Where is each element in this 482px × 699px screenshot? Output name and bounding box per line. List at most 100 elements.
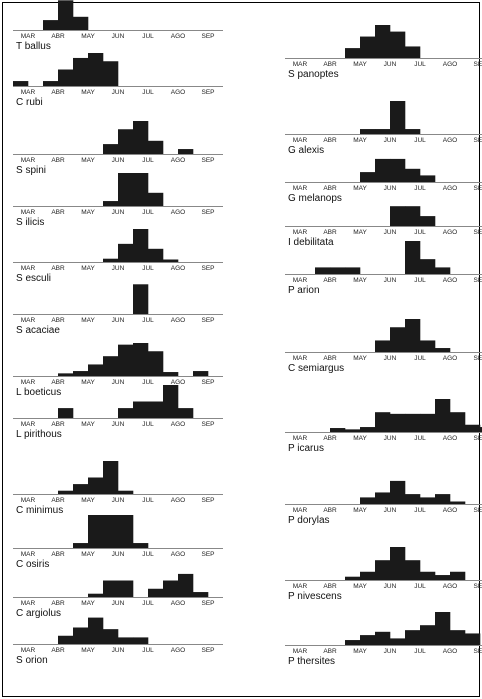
bar-p-dorylas-11: [450, 501, 466, 504]
species-label: S esculi: [16, 273, 51, 284]
bar-p-thersites-12: [465, 633, 481, 645]
bar-s-acaciae-8: [133, 284, 149, 314]
month-label-mar: MAR: [21, 317, 36, 324]
species-label: S acaciae: [16, 325, 60, 336]
month-label-ago: AGO: [171, 551, 185, 558]
bar-p-thersites-10: [435, 612, 451, 645]
month-label-may: MAY: [353, 435, 367, 442]
bar-l-pirithous-9: [148, 401, 164, 418]
bar-c-minimus-4: [73, 484, 89, 494]
month-label-mar: MAR: [293, 435, 308, 442]
bar-l-boeticus-4: [73, 371, 89, 376]
bar-c-rubi-2: [43, 81, 59, 86]
month-label-jun: JUN: [112, 551, 125, 558]
month-label-jul: JUL: [414, 355, 426, 362]
species-label: C rubi: [16, 97, 43, 108]
bar-p-arion-10: [435, 267, 451, 274]
species-label: P arion: [288, 285, 320, 296]
bar-c-minimus-3: [58, 490, 74, 494]
month-label-abr: ABR: [51, 379, 65, 386]
month-label-may: MAY: [353, 61, 367, 68]
month-label-jun: JUN: [384, 185, 397, 192]
month-label-may: MAY: [81, 317, 95, 324]
month-label-jul: JUL: [414, 185, 426, 192]
bar-s-spini-8: [133, 121, 149, 154]
month-label-abr: ABR: [323, 583, 337, 590]
month-label-mar: MAR: [293, 137, 308, 144]
bar-g-melanops-9: [420, 175, 436, 182]
month-label-abr: ABR: [51, 421, 65, 428]
month-label-abr: ABR: [51, 209, 65, 216]
month-label-abr: ABR: [51, 317, 65, 324]
month-label-sep: SEP: [473, 229, 482, 236]
month-label-ago: AGO: [443, 185, 457, 192]
month-label-mar: MAR: [21, 647, 36, 654]
bar-p-thersites-9: [420, 625, 436, 645]
month-label-sep: SEP: [473, 185, 482, 192]
panel-l-boeticus: MAR ABR MAY JUN JUL AGO SEP L boeticus: [13, 343, 223, 398]
month-label-jul: JUL: [142, 551, 154, 558]
bar-g-melanops-7: [390, 158, 406, 182]
bar-s-orion-8: [133, 637, 149, 644]
bar-l-boeticus-5: [88, 364, 104, 376]
month-label-mar: MAR: [21, 209, 36, 216]
month-label-jul: JUL: [142, 647, 154, 654]
month-label-jun: JUN: [112, 421, 125, 428]
month-label-jul: JUL: [414, 229, 426, 236]
bar-t-ballus-4: [73, 16, 89, 30]
month-label-jun: JUN: [112, 209, 125, 216]
bar-s-spini-6: [103, 144, 119, 154]
panel-c-semiargus: MAR ABR MAY JUN JUL AGO SEP C semiargus: [285, 319, 482, 374]
panel-p-nivescens: MAR ABR MAY JUN JUL AGO SEP P nivescens: [285, 547, 482, 602]
month-label-ago: AGO: [171, 317, 185, 324]
bar-p-thersites-5: [360, 635, 376, 645]
bar-s-ilicis-9: [148, 192, 164, 206]
bar-c-osiris-7: [118, 515, 134, 548]
bar-c-argiolus-12: [193, 592, 209, 597]
month-label-jul: JUL: [142, 379, 154, 386]
bar-c-minimus-5: [88, 477, 104, 494]
month-label-mar: MAR: [21, 551, 36, 558]
bar-p-dorylas-10: [435, 494, 451, 504]
month-label-may: MAY: [81, 379, 95, 386]
panel-p-dorylas: MAR ABR MAY JUN JUL AGO SEP P dorylas: [285, 480, 482, 526]
bar-p-thersites-6: [375, 631, 391, 645]
month-label-mar: MAR: [293, 355, 308, 362]
species-label: C osiris: [16, 559, 49, 570]
bar-c-osiris-5: [88, 515, 104, 548]
bar-s-esculi-7: [118, 243, 134, 262]
month-label-mar: MAR: [21, 33, 36, 40]
month-label-may: MAY: [81, 551, 95, 558]
month-label-abr: ABR: [51, 647, 65, 654]
bar-p-icarus-9: [420, 413, 436, 432]
month-label-sep: SEP: [201, 89, 214, 96]
bar-c-rubi-5: [88, 53, 104, 86]
bar-l-boeticus-12: [193, 371, 209, 376]
bar-s-orion-4: [73, 627, 89, 644]
bar-l-pirithous-3: [58, 408, 74, 418]
month-label-mar: MAR: [21, 157, 36, 164]
bar-l-boeticus-10: [163, 372, 179, 376]
bar-s-esculi-6: [103, 258, 119, 262]
bar-p-thersites-8: [405, 630, 421, 645]
month-label-abr: ABR: [51, 89, 65, 96]
bar-s-ilicis-7: [118, 173, 134, 206]
bar-p-thersites-7: [390, 638, 406, 645]
bar-p-icarus-8: [405, 413, 421, 432]
month-label-may: MAY: [81, 265, 95, 272]
month-label-ago: AGO: [171, 379, 185, 386]
bar-g-alexis-5: [360, 129, 376, 134]
bar-p-nivescens-11: [450, 571, 466, 580]
month-label-mar: MAR: [21, 421, 36, 428]
month-label-sep: SEP: [473, 355, 482, 362]
month-label-sep: SEP: [201, 157, 214, 164]
month-label-jul: JUL: [142, 497, 154, 504]
bar-g-alexis-8: [405, 129, 421, 134]
bar-i-debilitata-9: [420, 216, 436, 226]
month-label-sep: SEP: [473, 583, 482, 590]
panel-s-spini: MAR ABR MAY JUN JUL AGO SEP S spini: [13, 121, 223, 176]
month-label-sep: SEP: [473, 648, 482, 655]
species-label: G alexis: [288, 145, 324, 156]
species-label: S spini: [16, 165, 46, 176]
month-label-ago: AGO: [171, 265, 185, 272]
